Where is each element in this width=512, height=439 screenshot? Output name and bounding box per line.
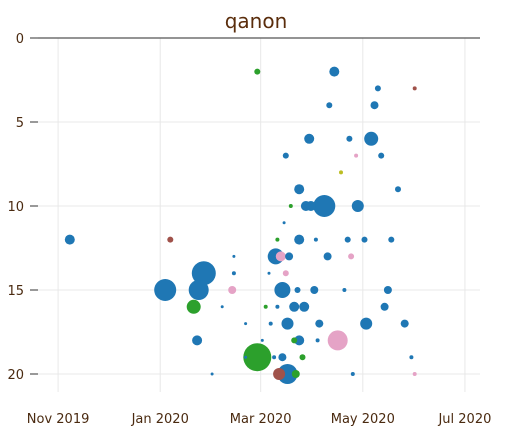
data-point	[339, 170, 343, 175]
data-point	[277, 364, 298, 384]
data-point	[188, 280, 209, 300]
chart-title: qanon	[225, 9, 288, 33]
data-point	[327, 330, 348, 351]
data-point	[326, 102, 333, 109]
data-point	[346, 135, 353, 142]
data-point	[378, 152, 385, 159]
data-point	[272, 355, 277, 360]
data-point	[313, 195, 336, 217]
data-point	[275, 251, 286, 262]
data-point	[275, 304, 280, 309]
data-point	[351, 200, 364, 212]
data-point	[304, 133, 315, 144]
x-axis: Nov 2019 Jan 2020 Mar 2020 May 2020 Jul 2020	[27, 412, 492, 427]
data-point	[273, 368, 286, 380]
data-point	[228, 286, 237, 294]
data-point	[294, 287, 301, 293]
data-point	[274, 282, 291, 298]
data-point	[294, 184, 305, 195]
data-point	[395, 186, 401, 193]
data-point	[244, 322, 248, 326]
data-point	[380, 302, 389, 311]
data-point	[305, 201, 316, 211]
data-point	[154, 279, 177, 301]
data-point	[267, 271, 271, 275]
grid	[38, 38, 480, 392]
data-point	[294, 234, 305, 245]
data-point	[354, 153, 359, 158]
data-point	[412, 372, 417, 376]
x-tick-label: Mar 2020	[230, 412, 292, 427]
data-point	[400, 319, 409, 328]
x-tick-label: Nov 2019	[27, 412, 90, 427]
data-point	[275, 237, 280, 242]
data-point	[282, 221, 286, 225]
data-point	[313, 237, 318, 242]
data-point	[323, 252, 332, 261]
data-point	[370, 101, 379, 110]
data-point	[64, 234, 75, 245]
data-point	[374, 85, 381, 92]
y-tick-label: 5	[16, 116, 24, 131]
data-point	[291, 370, 300, 378]
data-point	[244, 355, 248, 359]
x-tick-label: Jan 2020	[131, 412, 189, 427]
data-point	[167, 236, 174, 243]
data-point	[192, 335, 203, 346]
data-point	[281, 317, 294, 330]
data-point	[409, 355, 414, 360]
data-point	[186, 299, 201, 314]
data-point	[289, 301, 300, 312]
data-point	[210, 372, 214, 376]
data-point	[299, 301, 310, 312]
data-point	[243, 343, 272, 372]
data-point	[268, 321, 273, 326]
data-point	[278, 353, 287, 362]
data-point	[263, 304, 268, 309]
y-tick-label: 20	[7, 368, 24, 383]
data-point	[388, 236, 395, 243]
y-tick-label: 10	[7, 200, 24, 215]
y-tick-label: 0	[16, 32, 24, 47]
data-point	[310, 286, 319, 294]
data-point	[383, 286, 392, 294]
data-point	[412, 86, 417, 91]
data-point	[232, 254, 236, 258]
data-point	[282, 270, 289, 277]
data-point	[291, 337, 298, 344]
y-tick-label: 15	[7, 284, 24, 299]
data-point	[260, 338, 264, 342]
data-point	[329, 66, 340, 77]
data-point	[288, 204, 293, 208]
data-point	[191, 261, 216, 286]
data-point	[360, 317, 373, 330]
data-point	[220, 305, 224, 309]
data-point	[361, 236, 368, 243]
data-point	[299, 354, 306, 361]
data-point	[315, 319, 324, 328]
x-tick-label: May 2020	[331, 412, 395, 427]
data-point	[315, 338, 320, 343]
data-point	[294, 335, 305, 346]
data-point	[285, 252, 294, 261]
data-point	[282, 152, 289, 159]
data-point	[344, 236, 351, 243]
data-point	[364, 131, 379, 146]
data-points	[64, 66, 417, 384]
x-tick-label: Jul 2020	[437, 412, 491, 427]
data-point	[350, 372, 355, 376]
data-point	[342, 288, 347, 292]
data-point	[254, 68, 261, 75]
data-point	[231, 271, 236, 276]
y-axis: 0 5 10 15 20	[7, 32, 480, 383]
data-point	[348, 253, 355, 260]
